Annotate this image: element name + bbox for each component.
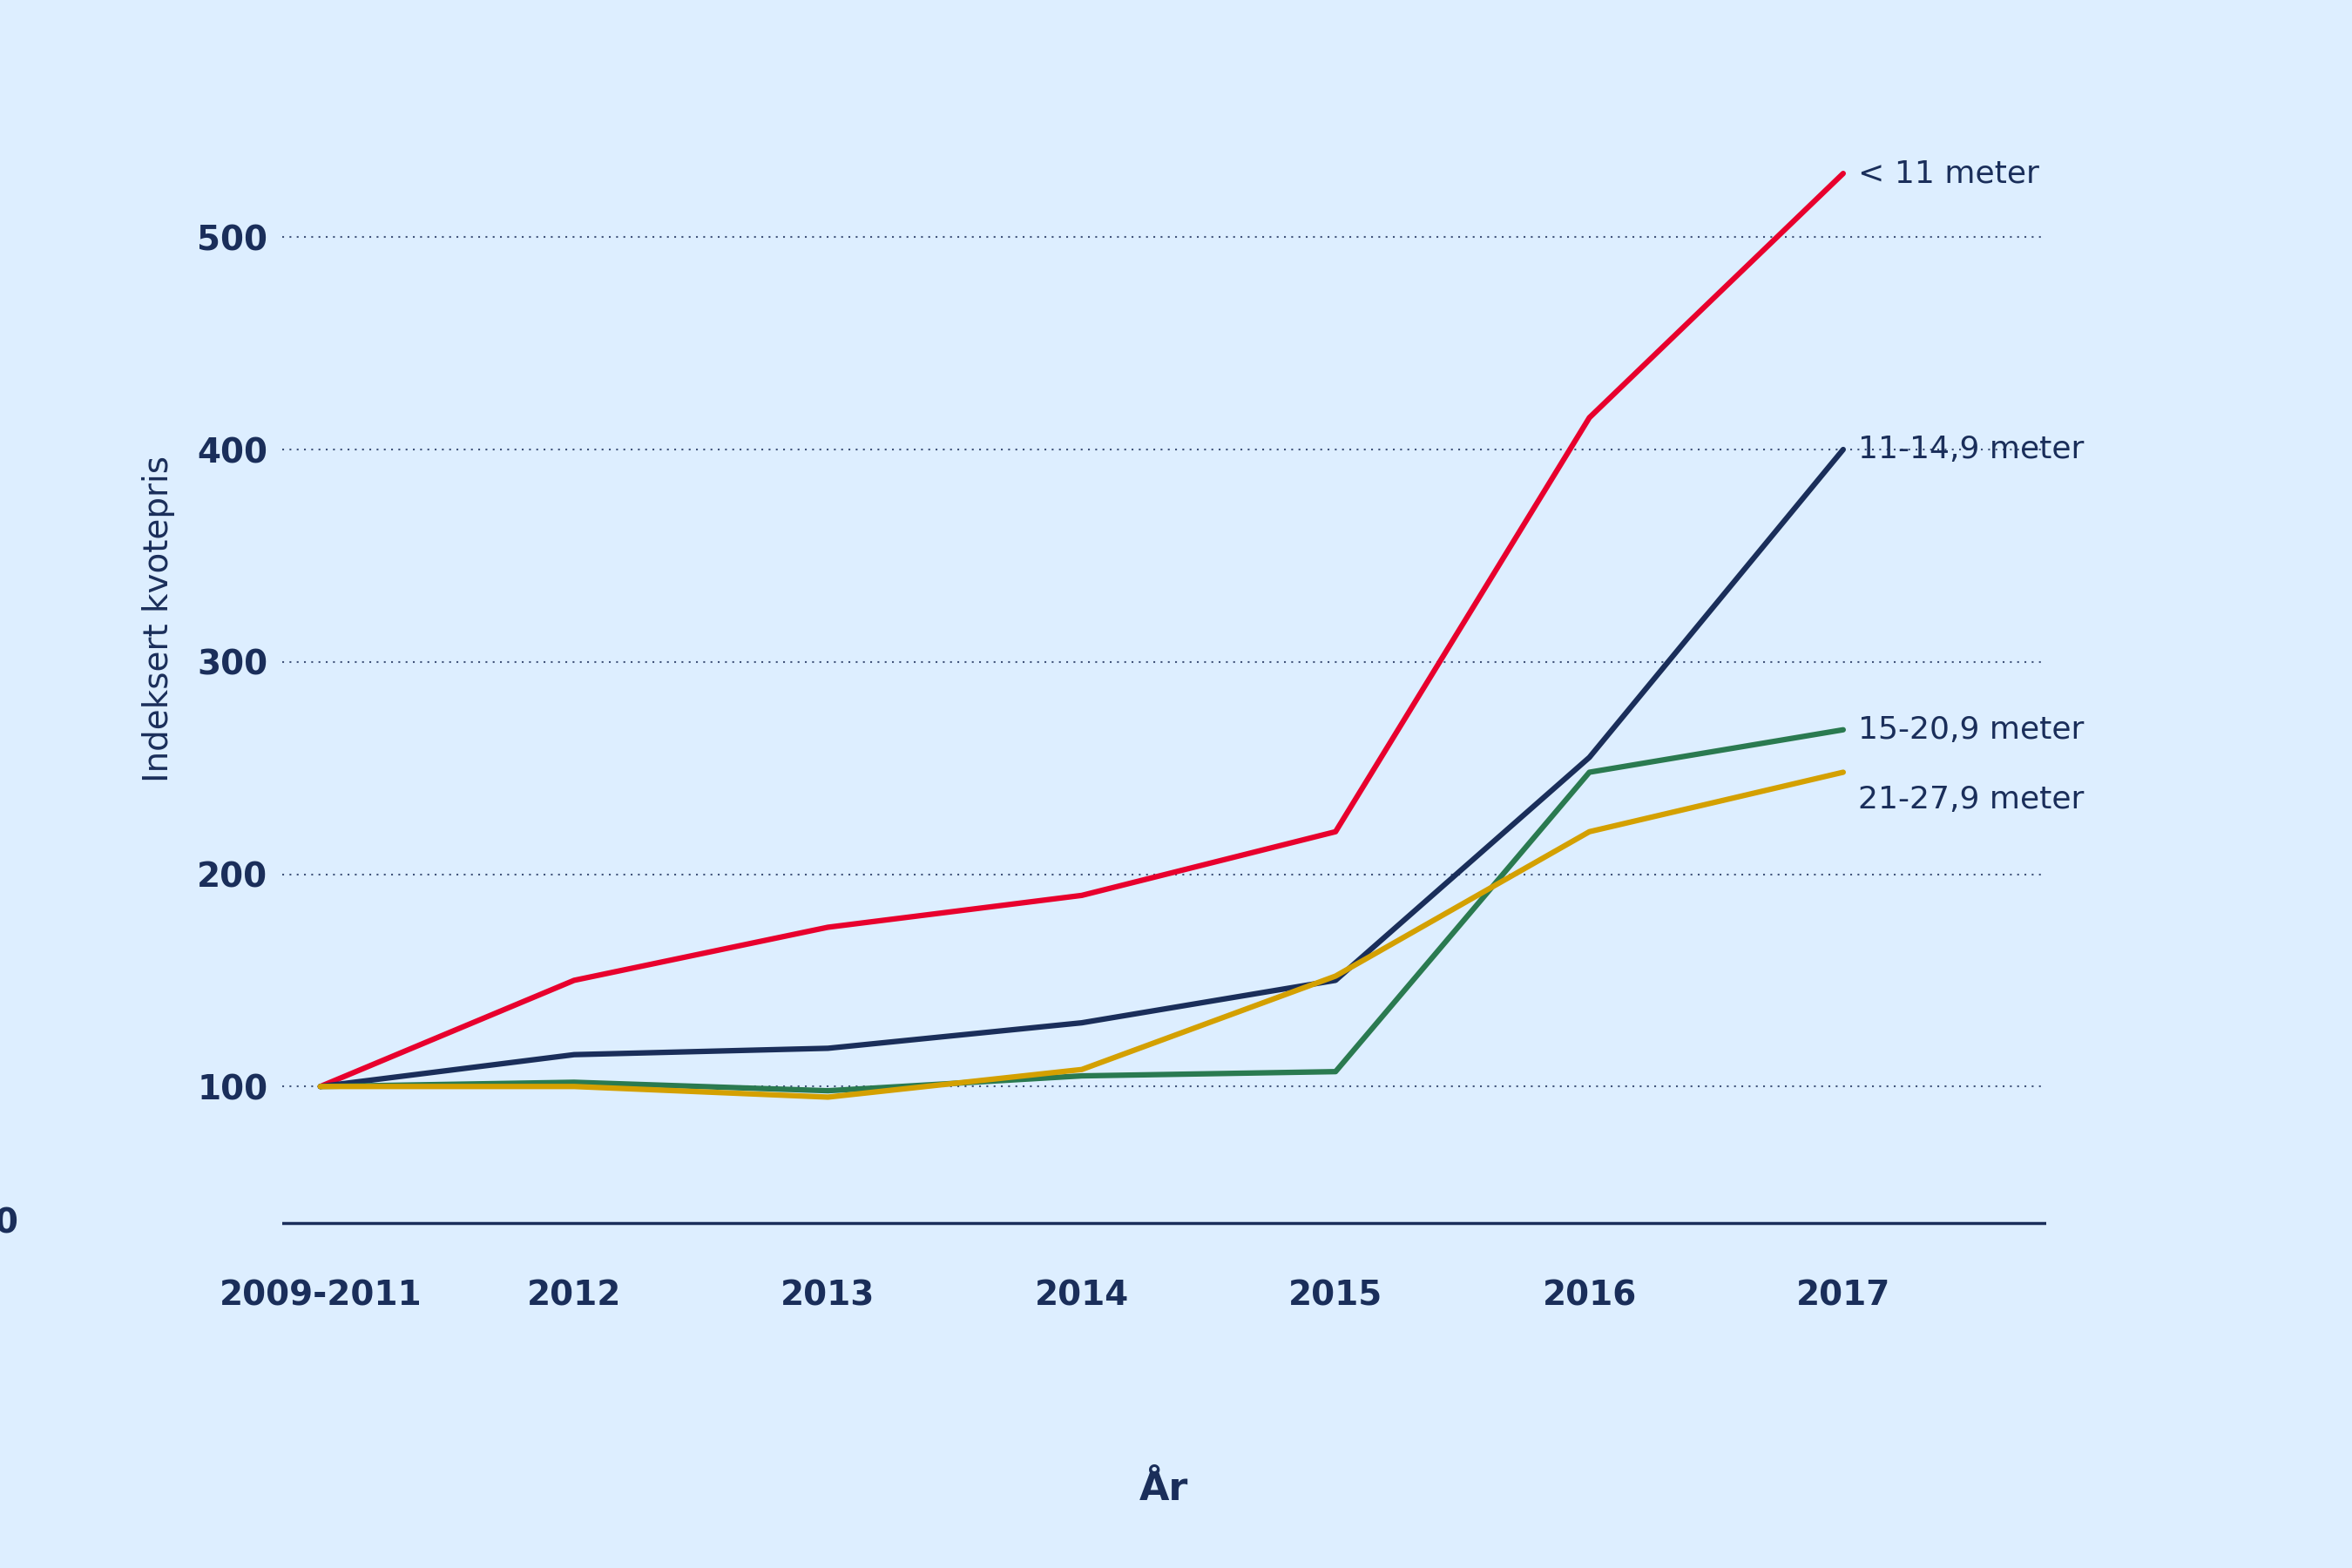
Text: 0: 0 — [0, 1206, 19, 1240]
Text: 2009-2011: 2009-2011 — [219, 1279, 421, 1312]
Text: 2014: 2014 — [1035, 1279, 1129, 1312]
Text: 2013: 2013 — [781, 1279, 875, 1312]
Text: 2017: 2017 — [1797, 1279, 1891, 1312]
Text: 11-14,9 meter: 11-14,9 meter — [1858, 434, 2084, 464]
Text: < 11 meter: < 11 meter — [1858, 158, 2039, 188]
Text: 2016: 2016 — [1543, 1279, 1637, 1312]
Text: 2015: 2015 — [1289, 1279, 1383, 1312]
Text: 21-27,9 meter: 21-27,9 meter — [1858, 786, 2084, 815]
Text: 2012: 2012 — [527, 1279, 621, 1312]
Text: 15-20,9 meter: 15-20,9 meter — [1858, 715, 2084, 745]
Y-axis label: Indeksert kvotepris: Indeksert kvotepris — [141, 456, 176, 782]
Text: År: År — [1141, 1471, 1188, 1508]
